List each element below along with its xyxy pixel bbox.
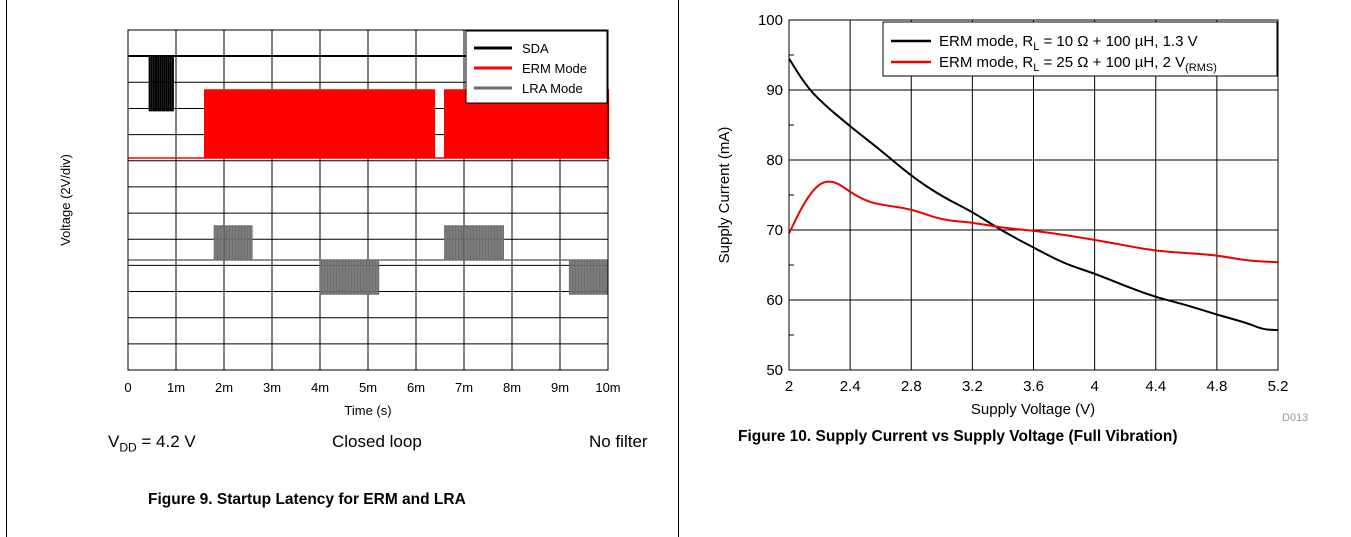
- fig9-no-filter-label: No filter: [589, 432, 648, 451]
- vdd-suffix: = 4.2 V: [136, 432, 196, 451]
- fig10-legend-box: [882, 21, 1278, 77]
- fig9-xtick-label: 0: [124, 380, 131, 395]
- fig10-ytick-label: 60: [766, 292, 783, 309]
- fig10-xtick-label: 4.8: [1206, 378, 1227, 395]
- center-divider: [678, 0, 679, 537]
- fig9-xtick-label: 5m: [359, 380, 377, 395]
- fig10-ytick-label: 70: [766, 222, 783, 239]
- fig9-ylabel: Voltage (2V/div): [58, 154, 73, 246]
- fig10-xtick-label: 5.2: [1268, 378, 1289, 395]
- legend-sub-rms: (RMS): [1185, 62, 1217, 74]
- lra-trace: [128, 225, 609, 295]
- fig10-xtick-label: 4: [1090, 378, 1098, 395]
- fig9-plot-frame: [127, 29, 609, 371]
- fig10-xtick-label: 3.6: [1023, 378, 1044, 395]
- fig9-xtick-label: 3m: [263, 380, 281, 395]
- fig10-series-10ohm: [788, 57, 1279, 332]
- fig10-lines: [788, 57, 1279, 332]
- fig10-ytick-label: 80: [766, 152, 783, 169]
- fig9-xtick-label: 7m: [455, 380, 473, 395]
- fig10-ytick-label: 90: [766, 82, 783, 99]
- fig9-xtick-label: 1m: [167, 380, 185, 395]
- left-border: [6, 0, 7, 537]
- fig10-xtick-label: 3.2: [962, 378, 983, 395]
- sda-trace: [128, 55, 608, 112]
- fig9-xticks: 0 1m 2m 3m 4m 5m 6m 7m 8m 9m 10m: [124, 380, 620, 395]
- fig9-legend-label: LRA Mode: [522, 81, 583, 96]
- fig10-xlabel: Supply Voltage (V): [971, 401, 1095, 418]
- fig9-caption: Figure 9. Startup Latency for ERM and LR…: [148, 491, 466, 508]
- fig10-series-25ohm: [788, 180, 1279, 264]
- erm-trace: [128, 89, 610, 159]
- fig9-xlabel: Time (s): [344, 403, 391, 418]
- fig10-grid: [789, 19, 1278, 371]
- fig10-ytick-label: 100: [758, 12, 783, 29]
- fig10-xtick-label: 2.4: [840, 378, 861, 395]
- fig10-legend-label: ERM mode, RL = 25 Ω + 100 µH, 2 V(RMS): [939, 54, 1217, 74]
- fig9-legend-label: SDA: [522, 41, 549, 56]
- legend-sub-L: L: [1033, 41, 1039, 53]
- fig9-xtick-label: 8m: [503, 380, 521, 395]
- fig9-plot: 0 1m 2m 3m 4m 5m 6m 7m 8m 9m 10m Time (s) Voltage …: [58, 29, 621, 418]
- vdd-sub: DD: [119, 440, 137, 455]
- fig9-xtick-label: 2m: [215, 380, 233, 395]
- fig10-plot-frame: [788, 19, 1279, 371]
- fig10-xtick-label: 2.8: [901, 378, 922, 395]
- fig9-legend: SDA ERM Mode LRA Mode: [465, 30, 608, 104]
- legend-sub-L: L: [1033, 62, 1039, 74]
- fig10-xtick-label: 2: [785, 378, 793, 395]
- fig10-caption: Figure 10. Supply Current vs Supply Volt…: [738, 428, 1178, 445]
- fig10-ytick-label: 50: [766, 362, 783, 379]
- legend-text: = 10 Ω + 100 µH, 1.3 V: [1039, 33, 1197, 50]
- vdd-prefix: V: [108, 432, 120, 451]
- fig9-closed-loop-label: Closed loop: [332, 432, 422, 451]
- fig9-xtick-label: 4m: [311, 380, 329, 395]
- fig9-xtick-label: 9m: [551, 380, 569, 395]
- fig9-xtick-label: 10m: [595, 380, 620, 395]
- fig9-legend-label: ERM Mode: [522, 61, 587, 76]
- fig10-xtick-label: 4.4: [1145, 378, 1166, 395]
- fig10-legend-label: ERM mode, RL = 10 Ω + 100 µH, 1.3 V: [939, 33, 1198, 53]
- fig10-ticks: 2 2.4 2.8 3.2 3.6 4 4.4 4.8 5.2 50 60 70 80 90 100: [758, 12, 1288, 395]
- fig10-tag: D013: [1282, 412, 1309, 424]
- fig10-ylabel: Supply Current (mA): [716, 127, 733, 264]
- fig9-vdd-label: VDD = 4.2 V: [108, 432, 196, 454]
- fig10-plot: 2 2.4 2.8 3.2 3.6 4 4.4 4.8 5.2 50 60 70 80 90 100 Sup…: [716, 12, 1288, 418]
- fig9-xtick-label: 6m: [407, 380, 425, 395]
- legend-text: = 25 Ω + 100 µH, 2 V: [1039, 54, 1185, 71]
- fig9-traces: [128, 55, 610, 295]
